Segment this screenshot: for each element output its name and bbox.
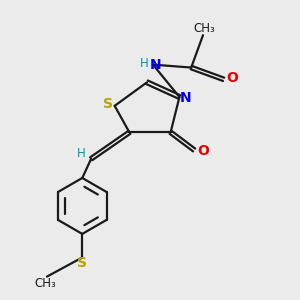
Text: S: S: [77, 256, 87, 270]
Text: S: S: [103, 98, 113, 111]
Text: N: N: [180, 92, 192, 106]
Text: CH₃: CH₃: [194, 22, 215, 35]
Text: O: O: [197, 145, 209, 158]
Text: N: N: [149, 58, 161, 72]
Text: CH₃: CH₃: [34, 278, 56, 290]
Text: O: O: [226, 71, 238, 85]
Text: H: H: [140, 57, 149, 70]
Text: H: H: [77, 147, 86, 160]
